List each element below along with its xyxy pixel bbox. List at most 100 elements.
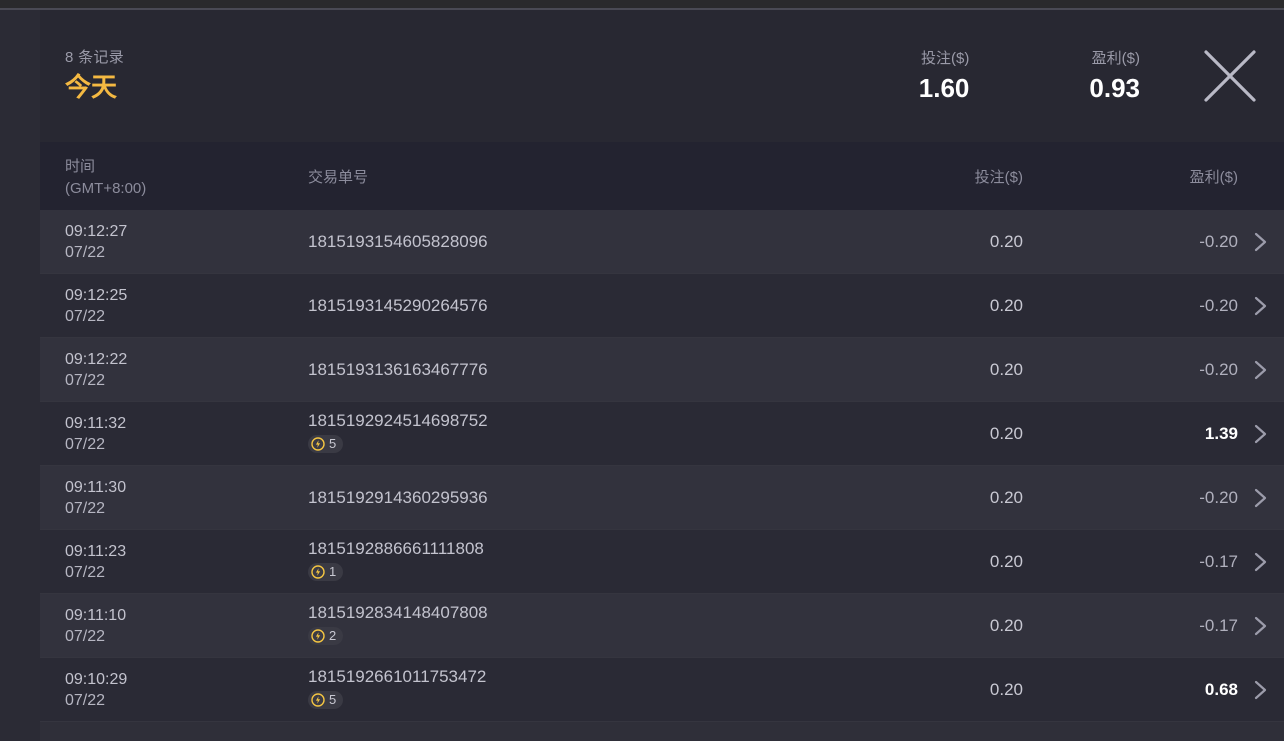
row-stake: 0.20 — [989, 679, 1023, 699]
record-count-label: 8 条记录 — [65, 49, 125, 66]
row-transaction-id: 1815192924514698752 — [308, 411, 488, 430]
chevron-right-icon — [1251, 483, 1271, 513]
row-profit: 0.68 — [1204, 679, 1238, 699]
row-time: 09:12:22 — [65, 350, 128, 368]
summary-left: 8 条记录 今天 — [40, 48, 124, 104]
row-transaction-id: 1815193136163467776 — [308, 359, 488, 379]
row-transaction-cell: 1815193136163467776 — [308, 359, 808, 381]
table-row[interactable]: 09:11:32 07/22 1815192924514698752 5 0.2… — [40, 402, 1284, 466]
row-detail-button[interactable] — [1238, 419, 1284, 449]
row-time: 09:11:10 — [65, 606, 127, 624]
row-date: 07/22 — [65, 691, 106, 709]
row-date: 07/22 — [65, 499, 106, 517]
table-row[interactable]: 09:12:25 07/22 1815193145290264576 0.20 … — [40, 274, 1284, 338]
row-stake: 0.20 — [989, 551, 1023, 571]
lightning-coin-icon — [311, 437, 325, 451]
row-profit: -0.20 — [1199, 295, 1238, 315]
row-time: 09:11:32 — [65, 414, 127, 432]
window-top-divider — [0, 8, 1284, 10]
row-transaction-id: 1815193154605828096 — [308, 231, 488, 251]
row-stake: 0.20 — [989, 615, 1023, 635]
row-transaction-id: 1815192914360295936 — [308, 487, 488, 507]
row-detail-button[interactable] — [1238, 227, 1284, 257]
row-transaction-cell: 1815193154605828096 — [308, 231, 808, 253]
lightning-coin-icon — [311, 565, 325, 579]
table-row[interactable]: 09:10:29 07/22 1815192661011753472 5 0.2… — [40, 658, 1284, 722]
row-transaction-id: 1815193145290264576 — [308, 295, 488, 315]
chevron-right-icon — [1251, 227, 1271, 257]
window-top-strip — [0, 0, 1284, 8]
table-row[interactable]: 09:11:23 07/22 1815192886661111808 1 0.2… — [40, 530, 1284, 594]
row-time: 09:10:29 — [65, 670, 128, 688]
multiplier-badge: 1 — [308, 563, 344, 581]
row-date: 07/22 — [65, 371, 106, 389]
multiplier-badge-count: 5 — [329, 692, 337, 707]
row-transaction-cell: 1815192834148407808 2 — [308, 602, 808, 649]
multiplier-badge-count: 5 — [329, 436, 337, 451]
row-detail-button[interactable] — [1238, 355, 1284, 385]
row-transaction-cell: 1815192886661111808 1 — [308, 538, 808, 585]
table-row[interactable]: 09:11:30 07/22 1815192914360295936 0.20 … — [40, 466, 1284, 530]
table-row[interactable]: 09:12:27 07/22 1815193154605828096 0.20 … — [40, 210, 1284, 274]
row-time: 09:11:23 — [65, 542, 127, 560]
row-detail-button[interactable] — [1238, 611, 1284, 641]
row-detail-button[interactable] — [1238, 291, 1284, 321]
row-time-cell: 09:11:32 07/22 — [40, 413, 308, 455]
row-stake: 0.20 — [989, 423, 1023, 443]
row-transaction-cell: 1815192661011753472 5 — [308, 666, 808, 713]
bet-history-rows: 09:12:27 07/22 1815193154605828096 0.20 … — [40, 210, 1284, 722]
period-label[interactable]: 今天 — [65, 72, 118, 102]
column-header-time-label: 时间 — [65, 158, 96, 175]
multiplier-badge: 5 — [308, 691, 344, 709]
row-date: 07/22 — [65, 243, 106, 261]
summary-stake-value: 1.60 — [918, 73, 970, 103]
left-gutter — [0, 10, 40, 741]
chevron-right-icon — [1251, 547, 1271, 577]
row-time-cell: 09:10:29 07/22 — [40, 669, 308, 711]
row-transaction-id: 1815192834148407808 — [308, 603, 488, 622]
close-button[interactable] — [1184, 30, 1276, 122]
row-profit: -0.17 — [1199, 615, 1238, 635]
row-transaction-cell: 1815193145290264576 — [308, 295, 808, 317]
row-time-cell: 09:11:30 07/22 — [40, 477, 308, 519]
summary-stake-label: 投注($) — [921, 50, 970, 67]
row-detail-button[interactable] — [1238, 675, 1284, 705]
row-profit: -0.17 — [1199, 551, 1238, 571]
table-row[interactable]: 09:12:22 07/22 1815193136163467776 0.20 … — [40, 338, 1284, 402]
column-header-time: 时间 (GMT+8:00) — [40, 155, 308, 197]
chevron-right-icon — [1251, 419, 1271, 449]
multiplier-badge: 5 — [308, 435, 344, 453]
row-stake: 0.20 — [989, 231, 1023, 251]
row-time: 09:12:25 — [65, 286, 128, 304]
lightning-coin-icon — [311, 629, 325, 643]
row-profit: -0.20 — [1199, 359, 1238, 379]
row-profit: -0.20 — [1199, 487, 1238, 507]
row-transaction-id: 1815192886661111808 — [308, 539, 484, 558]
column-header-timezone: (GMT+8:00) — [65, 180, 147, 197]
close-icon — [1201, 47, 1259, 105]
table-row[interactable]: 09:11:10 07/22 1815192834148407808 2 0.2… — [40, 594, 1284, 658]
row-detail-button[interactable] — [1238, 547, 1284, 577]
table-column-headers: 时间 (GMT+8:00) 交易单号 投注($) 盈利($) — [40, 142, 1284, 210]
column-header-stake: 投注($) — [974, 168, 1023, 186]
row-detail-button[interactable] — [1238, 483, 1284, 513]
multiplier-badge-count: 2 — [329, 628, 337, 643]
row-profit: -0.20 — [1199, 231, 1238, 251]
row-stake: 0.20 — [989, 295, 1023, 315]
summary-profit-value: 0.93 — [1089, 73, 1140, 103]
row-time-cell: 09:12:27 07/22 — [40, 221, 308, 263]
bet-history-panel: 8 条记录 今天 投注($) 1.60 盈利($) 0.93 — [40, 10, 1284, 741]
row-date: 07/22 — [65, 563, 106, 581]
row-time-cell: 09:11:23 07/22 — [40, 541, 308, 583]
row-stake: 0.20 — [989, 359, 1023, 379]
row-transaction-cell: 1815192914360295936 — [308, 487, 808, 509]
row-profit: 1.39 — [1204, 423, 1238, 443]
summary-stats: 投注($) 1.60 盈利($) 0.93 — [919, 48, 1148, 104]
multiplier-badge-count: 1 — [329, 564, 337, 579]
row-transaction-cell: 1815192924514698752 5 — [308, 410, 808, 457]
chevron-right-icon — [1251, 675, 1271, 705]
column-header-transaction-id: 交易单号 — [308, 168, 369, 186]
summary-profit: 盈利($) 0.93 — [1089, 48, 1140, 104]
multiplier-badge: 2 — [308, 627, 344, 645]
row-time: 09:12:27 — [65, 222, 128, 240]
